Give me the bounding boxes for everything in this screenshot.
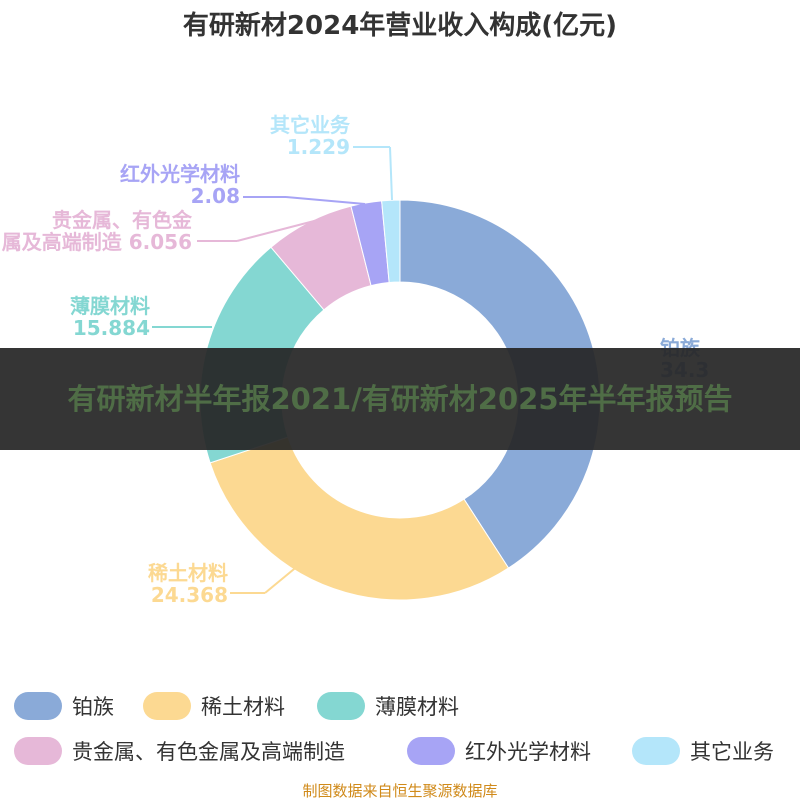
legend-swatch-5 [407, 737, 455, 765]
slice-1 [399, 199, 601, 569]
legend-swatch-3 [317, 692, 365, 720]
legend-label-1: 铂族 [72, 695, 114, 719]
legend-swatch-1 [14, 692, 62, 720]
source-note: 制图数据来自恒生聚源数据库 [302, 782, 497, 800]
legend-label-4: 贵金属、有色金属及高端制造 [72, 740, 345, 764]
chart-title: 有研新材2024年营业收入构成(亿元) [183, 10, 617, 41]
leader-line-5-2 [285, 196, 366, 205]
overlay-banner: 有研新材半年报2021/有研新材2025年半年报预告 [0, 348, 800, 450]
leader-line-2-2 [264, 559, 306, 594]
legend-label-5: 红外光学材料 [465, 740, 591, 764]
legend-label-3: 薄膜材料 [375, 695, 459, 719]
slice-label-5: 红外光学材料 2.08 [120, 162, 240, 208]
slice-6 [381, 199, 401, 284]
legend-label-6: 其它业务 [690, 740, 774, 764]
overlay-banner-text: 有研新材半年报2021/有研新材2025年半年报预告 [67, 382, 733, 416]
slice-label-6: 其它业务 1.229 [270, 113, 351, 159]
slice-label-2: 稀土材料 24.368 [148, 561, 228, 607]
leader-line-4-2 [236, 219, 319, 242]
legend-swatch-2 [143, 692, 191, 720]
legend-swatch-6 [632, 737, 680, 765]
legend-label-2: 稀土材料 [201, 695, 285, 719]
slice-2 [209, 436, 510, 601]
legend-swatch-4 [14, 737, 62, 765]
slice-label-3: 薄膜材料 15.884 [70, 294, 150, 340]
slice-label-4: 贵金属、有色金属及高端制造 6.056 [2, 208, 193, 254]
leader-line-6-2 [389, 146, 393, 201]
